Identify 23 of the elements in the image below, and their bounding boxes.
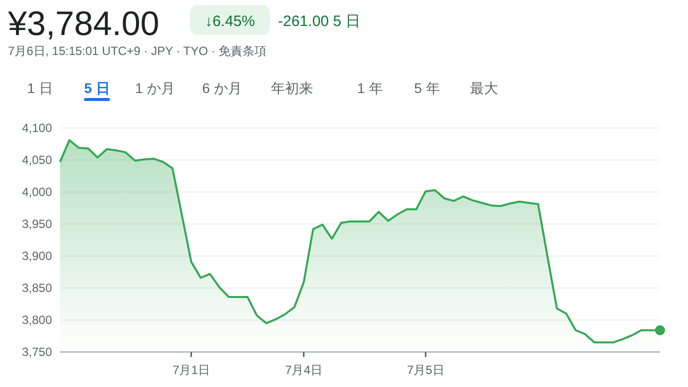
y-tick-label: 4,100 bbox=[22, 121, 52, 135]
chart-title: ¥3,784.00 bbox=[7, 5, 160, 43]
y-tick-label: 3,750 bbox=[22, 345, 52, 359]
text: 6 か月 bbox=[202, 80, 242, 96]
chart-subtitle: 7月6日, 15:15:01 UTC+9 · JPY · TYO · 免責条項 bbox=[8, 44, 267, 58]
x-tick-label: 7月1日 bbox=[172, 363, 210, 377]
text: 1 か月 bbox=[135, 80, 175, 96]
y-tick-label: 4,050 bbox=[22, 153, 52, 167]
y-tick-label: 3,850 bbox=[22, 281, 52, 295]
x-tick-label: 7月4日 bbox=[285, 363, 322, 377]
y-tick-label: 3,950 bbox=[22, 217, 52, 231]
text: 1 日 bbox=[27, 80, 53, 96]
text: 最大 bbox=[470, 80, 498, 96]
text: 5 年 bbox=[414, 80, 440, 96]
text: 5 日 bbox=[84, 80, 110, 96]
y-tick-label: 3,800 bbox=[22, 313, 52, 327]
text: ↓6.45% bbox=[204, 13, 256, 30]
y-tick-label: 4,000 bbox=[22, 185, 52, 199]
x-tick-label: 7月5日 bbox=[406, 363, 444, 377]
text: 年初来 bbox=[271, 80, 313, 96]
text: 1 年 bbox=[357, 80, 383, 96]
y-tick-label: 3,900 bbox=[22, 249, 52, 263]
text: -261.00 5 日 bbox=[278, 13, 361, 30]
